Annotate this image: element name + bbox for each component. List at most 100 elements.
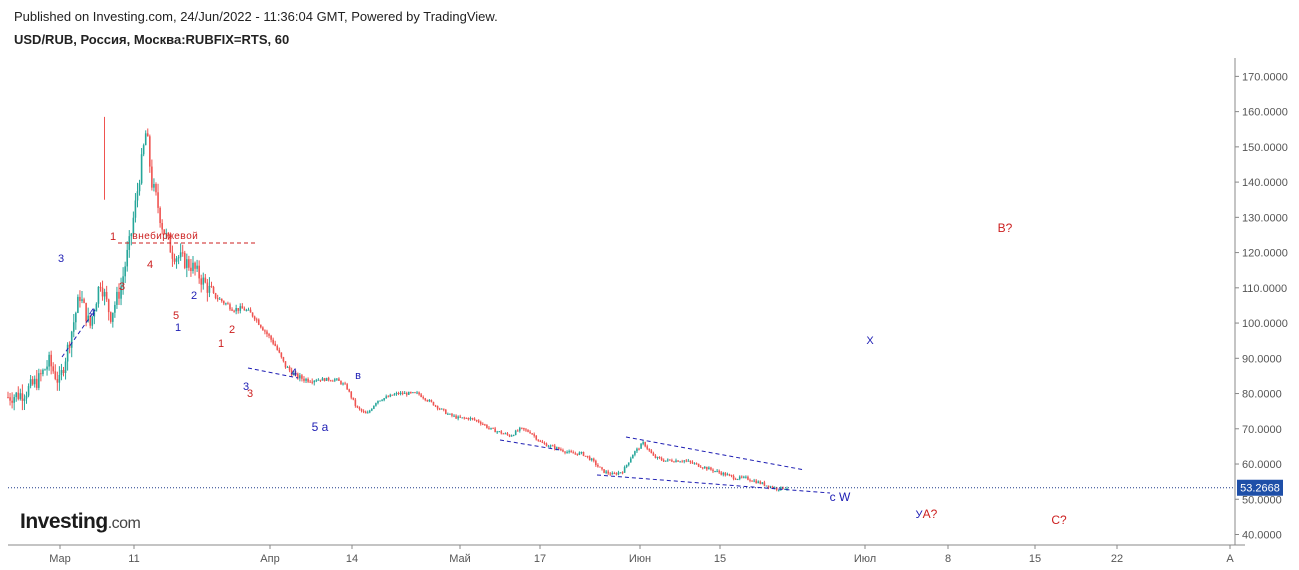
candle-body xyxy=(91,316,94,326)
candle-body xyxy=(247,309,250,311)
candle-body xyxy=(149,136,151,167)
candle-body xyxy=(179,252,182,258)
candle-body xyxy=(288,366,291,371)
candle-body xyxy=(447,413,449,415)
candle-body xyxy=(21,393,24,401)
candle-body xyxy=(445,409,447,415)
candle-body xyxy=(268,334,270,336)
candle-body xyxy=(196,265,198,269)
candle-body xyxy=(512,435,515,437)
candle-body xyxy=(130,233,133,237)
y-tick-label: 110.0000 xyxy=(1242,283,1287,295)
candle-body xyxy=(514,430,517,436)
candle-body xyxy=(52,366,55,372)
candle-body xyxy=(432,401,435,406)
candle-body xyxy=(231,309,233,311)
candle-body xyxy=(664,460,667,462)
candle-body xyxy=(732,475,735,479)
candle-body xyxy=(455,415,457,419)
candle-body xyxy=(595,460,597,465)
candle-body xyxy=(89,315,92,326)
candle-body xyxy=(549,445,552,447)
candle-body xyxy=(218,298,221,300)
trend-line-dashed xyxy=(625,436,806,471)
candle-body xyxy=(114,304,116,313)
candle-body xyxy=(60,370,63,375)
candle-body xyxy=(167,232,170,237)
x-tick-label: 22 xyxy=(1111,553,1123,565)
candle-body xyxy=(381,400,383,402)
y-tick-label: 90.0000 xyxy=(1242,353,1282,365)
candle-body xyxy=(642,442,644,444)
candle-body xyxy=(103,291,106,297)
logo-suffix: .com xyxy=(107,515,141,532)
candle-body xyxy=(747,476,749,480)
candle-body xyxy=(558,447,560,450)
trend-line-dashed xyxy=(247,367,299,379)
y-tick-label: 40.0000 xyxy=(1242,530,1282,542)
candle-body xyxy=(716,470,718,472)
candle-body xyxy=(107,299,110,313)
candle-body xyxy=(371,408,373,411)
candle-body xyxy=(194,262,196,269)
candle-body xyxy=(128,236,131,250)
candle-body xyxy=(675,460,677,463)
wave-label: 3 xyxy=(58,253,64,265)
candle-body xyxy=(638,448,640,450)
candle-body xyxy=(79,296,81,301)
candle-body xyxy=(210,285,213,288)
candle-body xyxy=(66,344,69,362)
candle-body xyxy=(465,417,468,419)
candle-body xyxy=(564,451,566,453)
candle-body xyxy=(414,392,416,394)
candle-body xyxy=(543,442,546,444)
candle-body xyxy=(745,476,747,478)
y-tick-label: 140.0000 xyxy=(1242,177,1288,189)
candle-body xyxy=(662,460,665,462)
candle-body xyxy=(521,427,523,429)
wave-label: 1 xyxy=(175,322,181,334)
candle-body xyxy=(710,467,712,470)
candle-body xyxy=(449,413,451,415)
candle-body xyxy=(617,472,620,475)
candle-body xyxy=(142,145,145,155)
candle-body xyxy=(590,458,593,461)
candle-body xyxy=(416,392,418,394)
candle-body xyxy=(309,381,311,383)
candle-body xyxy=(329,380,332,382)
wave-label: 5 xyxy=(173,310,179,322)
candle-body xyxy=(475,420,478,422)
candle-body xyxy=(712,469,714,472)
candle-body xyxy=(605,471,607,473)
candle-body xyxy=(319,379,322,381)
current-price-badge xyxy=(1237,479,1283,496)
candle-body xyxy=(311,381,314,383)
x-tick-label: Мар xyxy=(49,553,71,565)
candle-body xyxy=(629,458,632,463)
candle-body xyxy=(555,447,558,449)
candle-body xyxy=(144,133,147,146)
candle-body xyxy=(223,301,225,304)
wave-label: 4 xyxy=(89,307,95,319)
candle-body xyxy=(479,422,482,424)
candle-body xyxy=(625,464,628,467)
candle-body xyxy=(492,427,494,429)
x-tick-label: 17 xyxy=(534,553,546,565)
candle-body xyxy=(40,373,42,375)
candle-body xyxy=(264,330,266,332)
candle-body xyxy=(634,451,636,455)
wave-label: X xyxy=(866,335,874,347)
candle-body xyxy=(728,474,731,476)
candle-body xyxy=(391,394,394,396)
candle-body xyxy=(33,378,36,385)
candle-body xyxy=(473,418,476,421)
candle-body xyxy=(229,304,231,310)
candle-body xyxy=(531,433,533,435)
candle-body xyxy=(644,442,646,447)
candle-body xyxy=(648,448,651,451)
candle-body xyxy=(155,184,157,193)
candle-body xyxy=(720,472,723,475)
candle-body xyxy=(99,286,102,288)
candle-body xyxy=(525,429,527,431)
